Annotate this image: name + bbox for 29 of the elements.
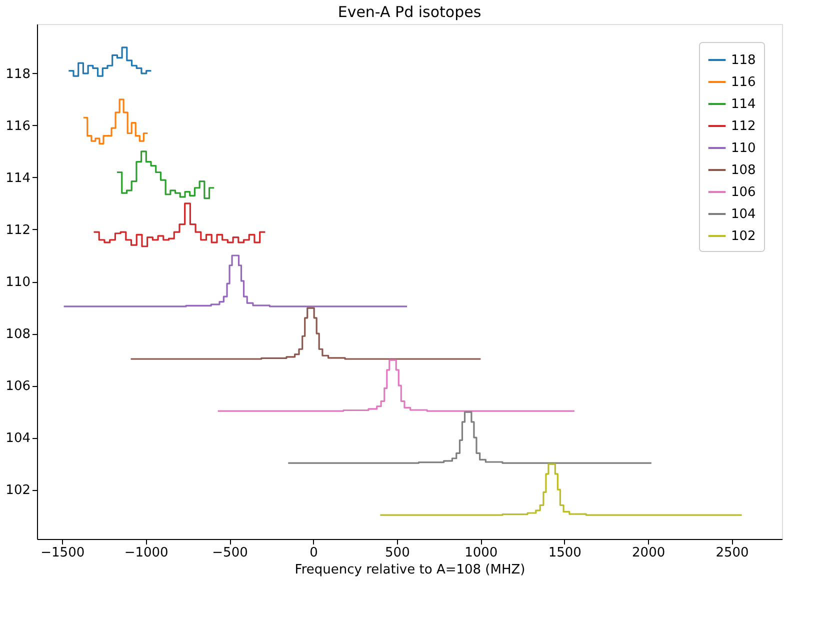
x-tick-label: −1000 (124, 546, 168, 560)
legend-label: 106 (731, 185, 756, 200)
y-tick-label: 112 (6, 222, 30, 238)
x-axis-title: Frequency relative to A=108 (MHZ) (294, 562, 526, 578)
legend-label: 104 (731, 207, 756, 222)
x-tick-label: 1500 (548, 546, 582, 560)
x-tick-label: 500 (385, 546, 410, 560)
legend-label: 108 (731, 163, 756, 178)
y-tick-label: 114 (6, 170, 30, 186)
x-tick-label: −1500 (40, 546, 85, 560)
legend-label: 110 (731, 141, 756, 156)
y-tick-label: 110 (6, 275, 30, 290)
x-tick-label: 0 (310, 546, 318, 560)
chart-title: Even-A Pd isotopes (338, 3, 482, 21)
legend-label: 112 (731, 119, 756, 134)
x-tick-label: 2500 (716, 546, 749, 560)
y-tick-label: 104 (6, 431, 30, 446)
legend-label: 116 (731, 75, 756, 90)
legend-label: 102 (731, 229, 756, 244)
legend-label: 114 (731, 97, 756, 112)
x-tick-label: 1000 (464, 546, 498, 560)
x-tick-label: −500 (212, 546, 248, 560)
y-tick-label: 106 (6, 379, 30, 394)
y-tick-label: 102 (6, 483, 30, 498)
x-tick-label: 2000 (632, 546, 666, 560)
y-tick-label: 116 (6, 118, 30, 134)
y-tick-label: 118 (6, 66, 30, 82)
legend-label: 118 (731, 53, 756, 68)
y-tick-label: 108 (6, 327, 30, 342)
